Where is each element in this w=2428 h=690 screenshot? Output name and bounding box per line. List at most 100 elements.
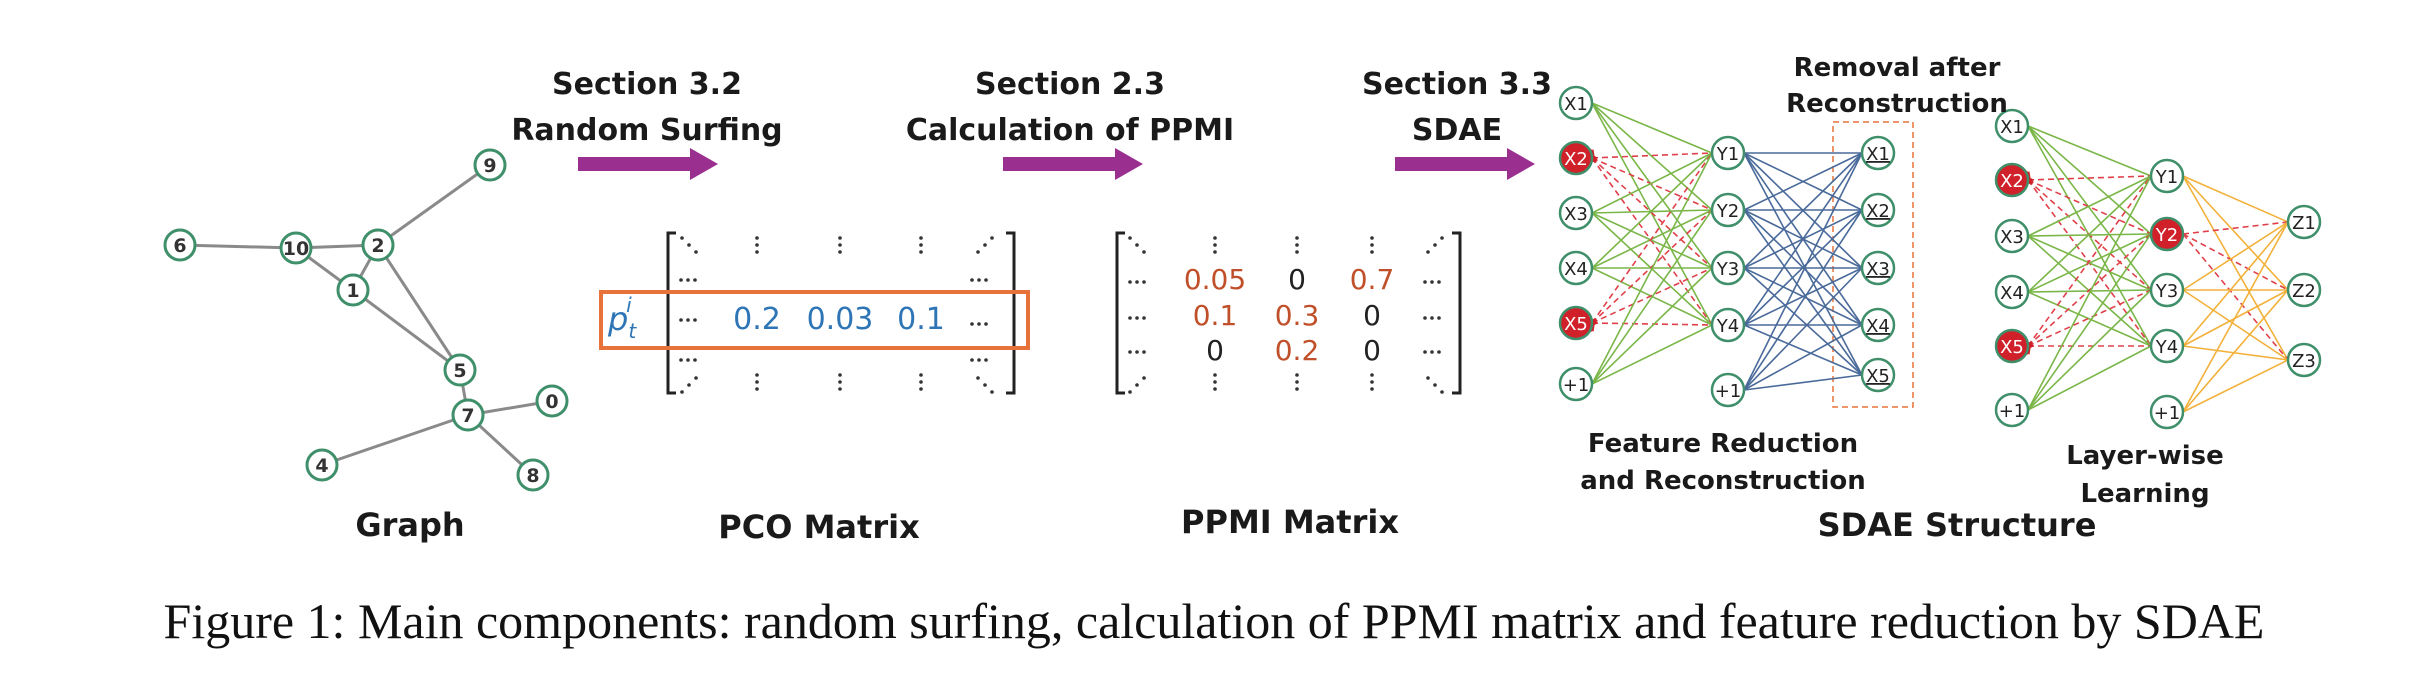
network-edge — [2027, 345, 2152, 411]
graph-node-label: 7 — [461, 405, 474, 427]
network-edge — [2019, 171, 2152, 235]
graph-node-label: 8 — [526, 465, 539, 487]
network-node-label: X3 — [2000, 227, 2024, 248]
network-edge — [2182, 175, 2289, 223]
graph-node: 5 — [443, 353, 477, 387]
network-edge — [2018, 233, 2152, 356]
network-node: +1 — [1994, 392, 2030, 428]
graph-node-label: 4 — [315, 455, 328, 477]
network-edge — [2027, 175, 2152, 293]
graph-node-label: 1 — [346, 280, 359, 302]
graph-edge — [321, 413, 469, 467]
layerwise-line2: Learning — [2080, 479, 2209, 509]
network-edge — [1743, 324, 1863, 391]
graph-node: 2 — [361, 228, 395, 262]
network-node: X5 — [1860, 357, 1896, 393]
ppmi-value: 0.3 — [1275, 299, 1320, 332]
network-node-label: X4 — [2000, 283, 2024, 304]
network-edge — [1583, 152, 1713, 332]
network-edge — [1743, 152, 1863, 391]
network-node-label: Y3 — [1716, 259, 1739, 280]
network-node: Z3 — [2286, 342, 2322, 378]
network-node: Y2 — [2149, 216, 2185, 252]
step1-section: Section 3.2 — [552, 67, 742, 102]
network-edge — [1583, 149, 1713, 211]
graph-node: 8 — [516, 458, 550, 492]
pco-row-label: pti — [607, 293, 637, 343]
network-node: Y4 — [1710, 307, 1746, 343]
network-node-label: Y3 — [2155, 281, 2178, 302]
network-edge — [1743, 267, 1863, 326]
network-node-label: X5 — [1564, 314, 1588, 335]
network-node: Y3 — [2149, 272, 2185, 308]
network-node: X2 — [1994, 162, 2030, 198]
network-edge — [1743, 267, 1863, 376]
step2-name: Calculation of PPMI — [906, 113, 1234, 148]
pco-value: 0.03 — [807, 302, 874, 337]
sdae-label: SDAE Structure — [1818, 506, 2097, 544]
network-edge — [2182, 221, 2289, 347]
network-node-label: +1 — [1999, 401, 2026, 422]
network-edge — [2182, 233, 2289, 291]
network-edge — [1743, 267, 1863, 391]
removal-label-line2: Reconstruction — [1786, 89, 2008, 119]
feature-reduction-line1: Feature Reduction — [1588, 429, 1858, 459]
network-edge — [1585, 316, 1713, 330]
graph-node: 4 — [305, 448, 339, 482]
network-edge — [1743, 209, 1863, 376]
network-edge — [1591, 209, 1713, 385]
network-edge — [2182, 289, 2289, 361]
step1-arrow — [578, 148, 718, 180]
network-node: X4 — [1558, 250, 1594, 286]
network-edge — [2027, 125, 2152, 235]
network-edge — [2019, 289, 2152, 355]
network-node: X5 — [1558, 305, 1594, 341]
pco-row-highlight — [599, 290, 1030, 350]
graph-node: 0 — [535, 384, 569, 418]
removal-label-line1: Removal after — [1794, 53, 2001, 83]
pco-matrix: pti 0.2 0.03 0.1 — [599, 231, 1030, 395]
graph-node-label: 2 — [371, 235, 384, 257]
network-node-label: X5 — [1866, 366, 1890, 387]
network-edge — [2027, 125, 2152, 177]
graph-node-label: 10 — [283, 238, 309, 260]
network-edge — [2027, 291, 2152, 347]
ppmi-value: 0 — [1363, 299, 1381, 332]
ppmi-values: 0.05 0 0.70.1 0.3 00 0.2 0 — [1184, 263, 1394, 367]
network-node: X2 — [1860, 192, 1896, 228]
graph-edge — [377, 163, 491, 247]
network-node: X2 — [1558, 140, 1594, 176]
network-node-label: Z3 — [2292, 351, 2316, 372]
network-node: X4 — [1994, 274, 2030, 310]
network-edge — [1582, 148, 1713, 269]
feature-reduction-line2: and Reconstruction — [1580, 466, 1866, 496]
ppmi-value: 0.7 — [1350, 263, 1395, 296]
network-node-label: Z1 — [2292, 213, 2316, 234]
network-edge — [1591, 267, 1713, 385]
ppmi-value: 0.05 — [1184, 263, 1246, 296]
removal-box — [1832, 121, 1914, 408]
network-node-label: Y4 — [2155, 337, 2178, 358]
network-node-label: X1 — [2000, 117, 2024, 138]
network-node: Y1 — [1710, 135, 1746, 171]
network-edge — [1585, 151, 1713, 165]
network-edge — [1591, 102, 1713, 211]
graph-node-label: 0 — [545, 391, 558, 413]
network-node-label: Z2 — [2292, 281, 2316, 302]
network-edge — [1591, 212, 1713, 269]
network-node: X1 — [1558, 85, 1594, 121]
network-node-label: Y2 — [1716, 201, 1739, 222]
step2-section: Section 2.3 — [975, 67, 1165, 102]
graph-edge — [352, 288, 461, 372]
network-node-label: Y1 — [1716, 144, 1739, 165]
network-edge — [1591, 152, 1713, 269]
network-edge — [2182, 175, 2289, 361]
network-node-label: +1 — [1563, 375, 1590, 396]
network-edge — [2182, 221, 2289, 413]
network-node-label: X1 — [1866, 144, 1890, 165]
network-edge — [1743, 374, 1863, 391]
network-node-label: X2 — [1564, 149, 1588, 170]
graph-node-label: 5 — [453, 360, 466, 382]
network-node-label: Y1 — [2155, 167, 2178, 188]
